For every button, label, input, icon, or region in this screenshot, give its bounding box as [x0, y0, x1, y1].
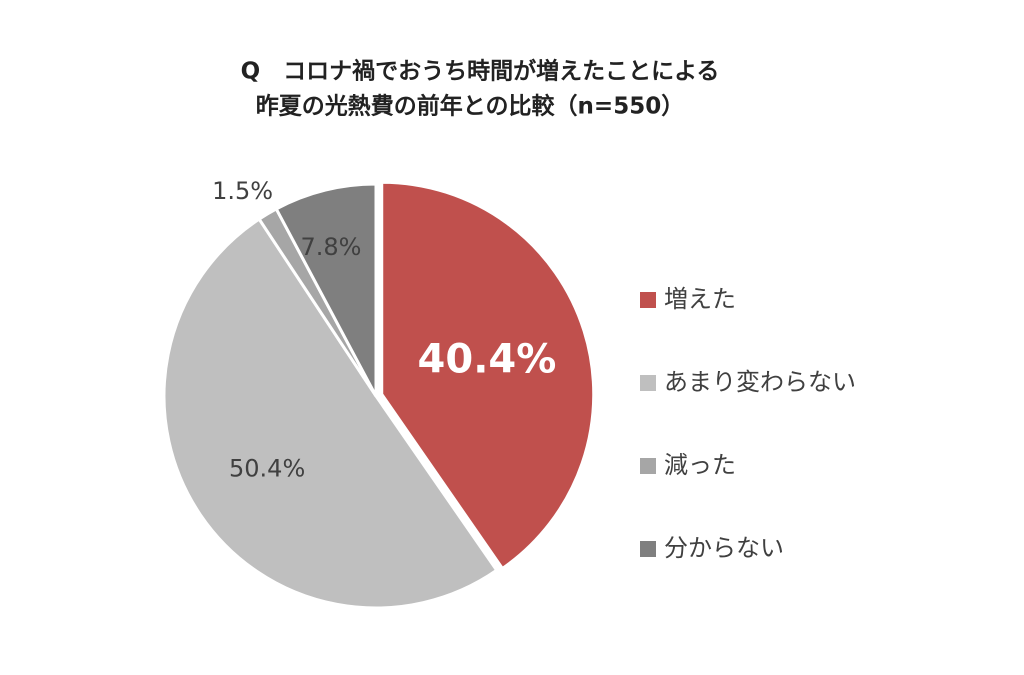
data-label: 40.4%: [418, 336, 557, 382]
legend-label: 減った: [664, 451, 736, 479]
legend-label: 増えた: [664, 285, 736, 313]
data-label: 1.5%: [212, 177, 273, 205]
data-label: 7.8%: [301, 233, 362, 261]
legend-label: あまり変わらない: [664, 368, 856, 396]
legend-swatch: [640, 541, 656, 557]
legend-swatch: [640, 375, 656, 391]
legend-label: 分からない: [664, 534, 784, 562]
pie-slice: [274, 182, 378, 397]
chart-title: Q コロナ禍でおうち時間が増えたことによる: [241, 58, 720, 85]
data-label: 50.4%: [229, 455, 305, 483]
legend-swatch: [640, 458, 656, 474]
chart-subtitle: 昨夏の光熱費の前年との比較（n=550）: [256, 93, 684, 120]
legend-swatch: [640, 292, 656, 308]
pie-slice: [162, 217, 499, 610]
pie-slice: [380, 180, 596, 571]
